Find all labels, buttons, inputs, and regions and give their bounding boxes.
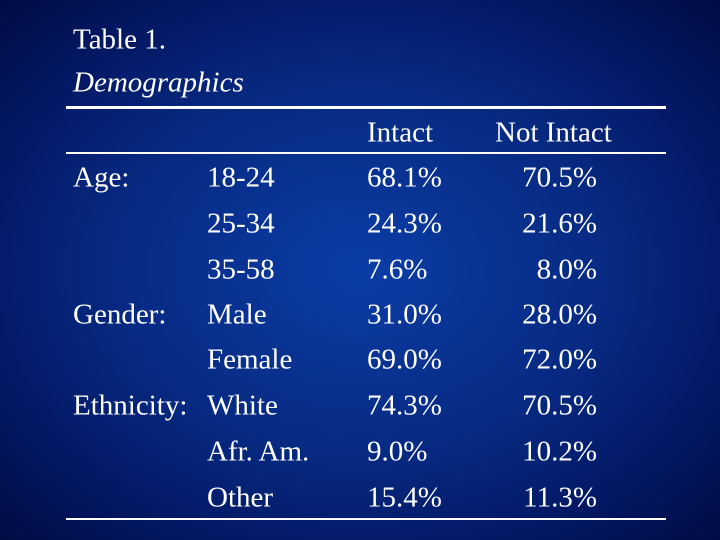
top-rule [66, 106, 666, 109]
intact-cell: 24.3% [367, 207, 442, 240]
row-label: 35-58 [207, 253, 275, 286]
not-intact-cell: 70.5% [522, 389, 597, 422]
row-group: Age: [73, 161, 130, 194]
not-intact-cell: 21.6% [522, 207, 597, 240]
not-intact-cell: 28.0% [522, 298, 597, 331]
intact-cell: 74.3% [367, 389, 442, 422]
column-header: Not Intact [495, 116, 612, 149]
not-intact-cell: 8.0% [536, 253, 597, 286]
row-label: Other [207, 481, 274, 514]
row-label: 25-34 [207, 207, 275, 240]
bottom-rule [66, 518, 666, 520]
not-intact-cell: 10.2% [522, 435, 597, 468]
row-group: Ethnicity: [73, 389, 188, 422]
intact-cell: 7.6% [367, 253, 428, 286]
row-label: White [207, 389, 278, 422]
table-title: Table 1. [73, 23, 166, 56]
row-group: Gender: [73, 298, 167, 331]
intact-cell: 15.4% [367, 481, 442, 514]
row-label: Male [207, 298, 267, 331]
intact-cell: 68.1% [367, 161, 442, 194]
table-subtitle: Demographics [73, 66, 244, 99]
not-intact-cell: 72.0% [522, 343, 597, 376]
intact-cell: 31.0% [367, 298, 442, 331]
row-label: Afr. Am. [207, 435, 310, 468]
row-label: 18-24 [207, 161, 275, 194]
intact-cell: 69.0% [367, 343, 442, 376]
column-header: Intact [367, 116, 434, 149]
header-rule [66, 152, 666, 154]
row-label: Female [207, 343, 293, 376]
not-intact-cell: 11.3% [523, 481, 597, 514]
intact-cell: 9.0% [367, 435, 428, 468]
not-intact-cell: 70.5% [522, 161, 597, 194]
